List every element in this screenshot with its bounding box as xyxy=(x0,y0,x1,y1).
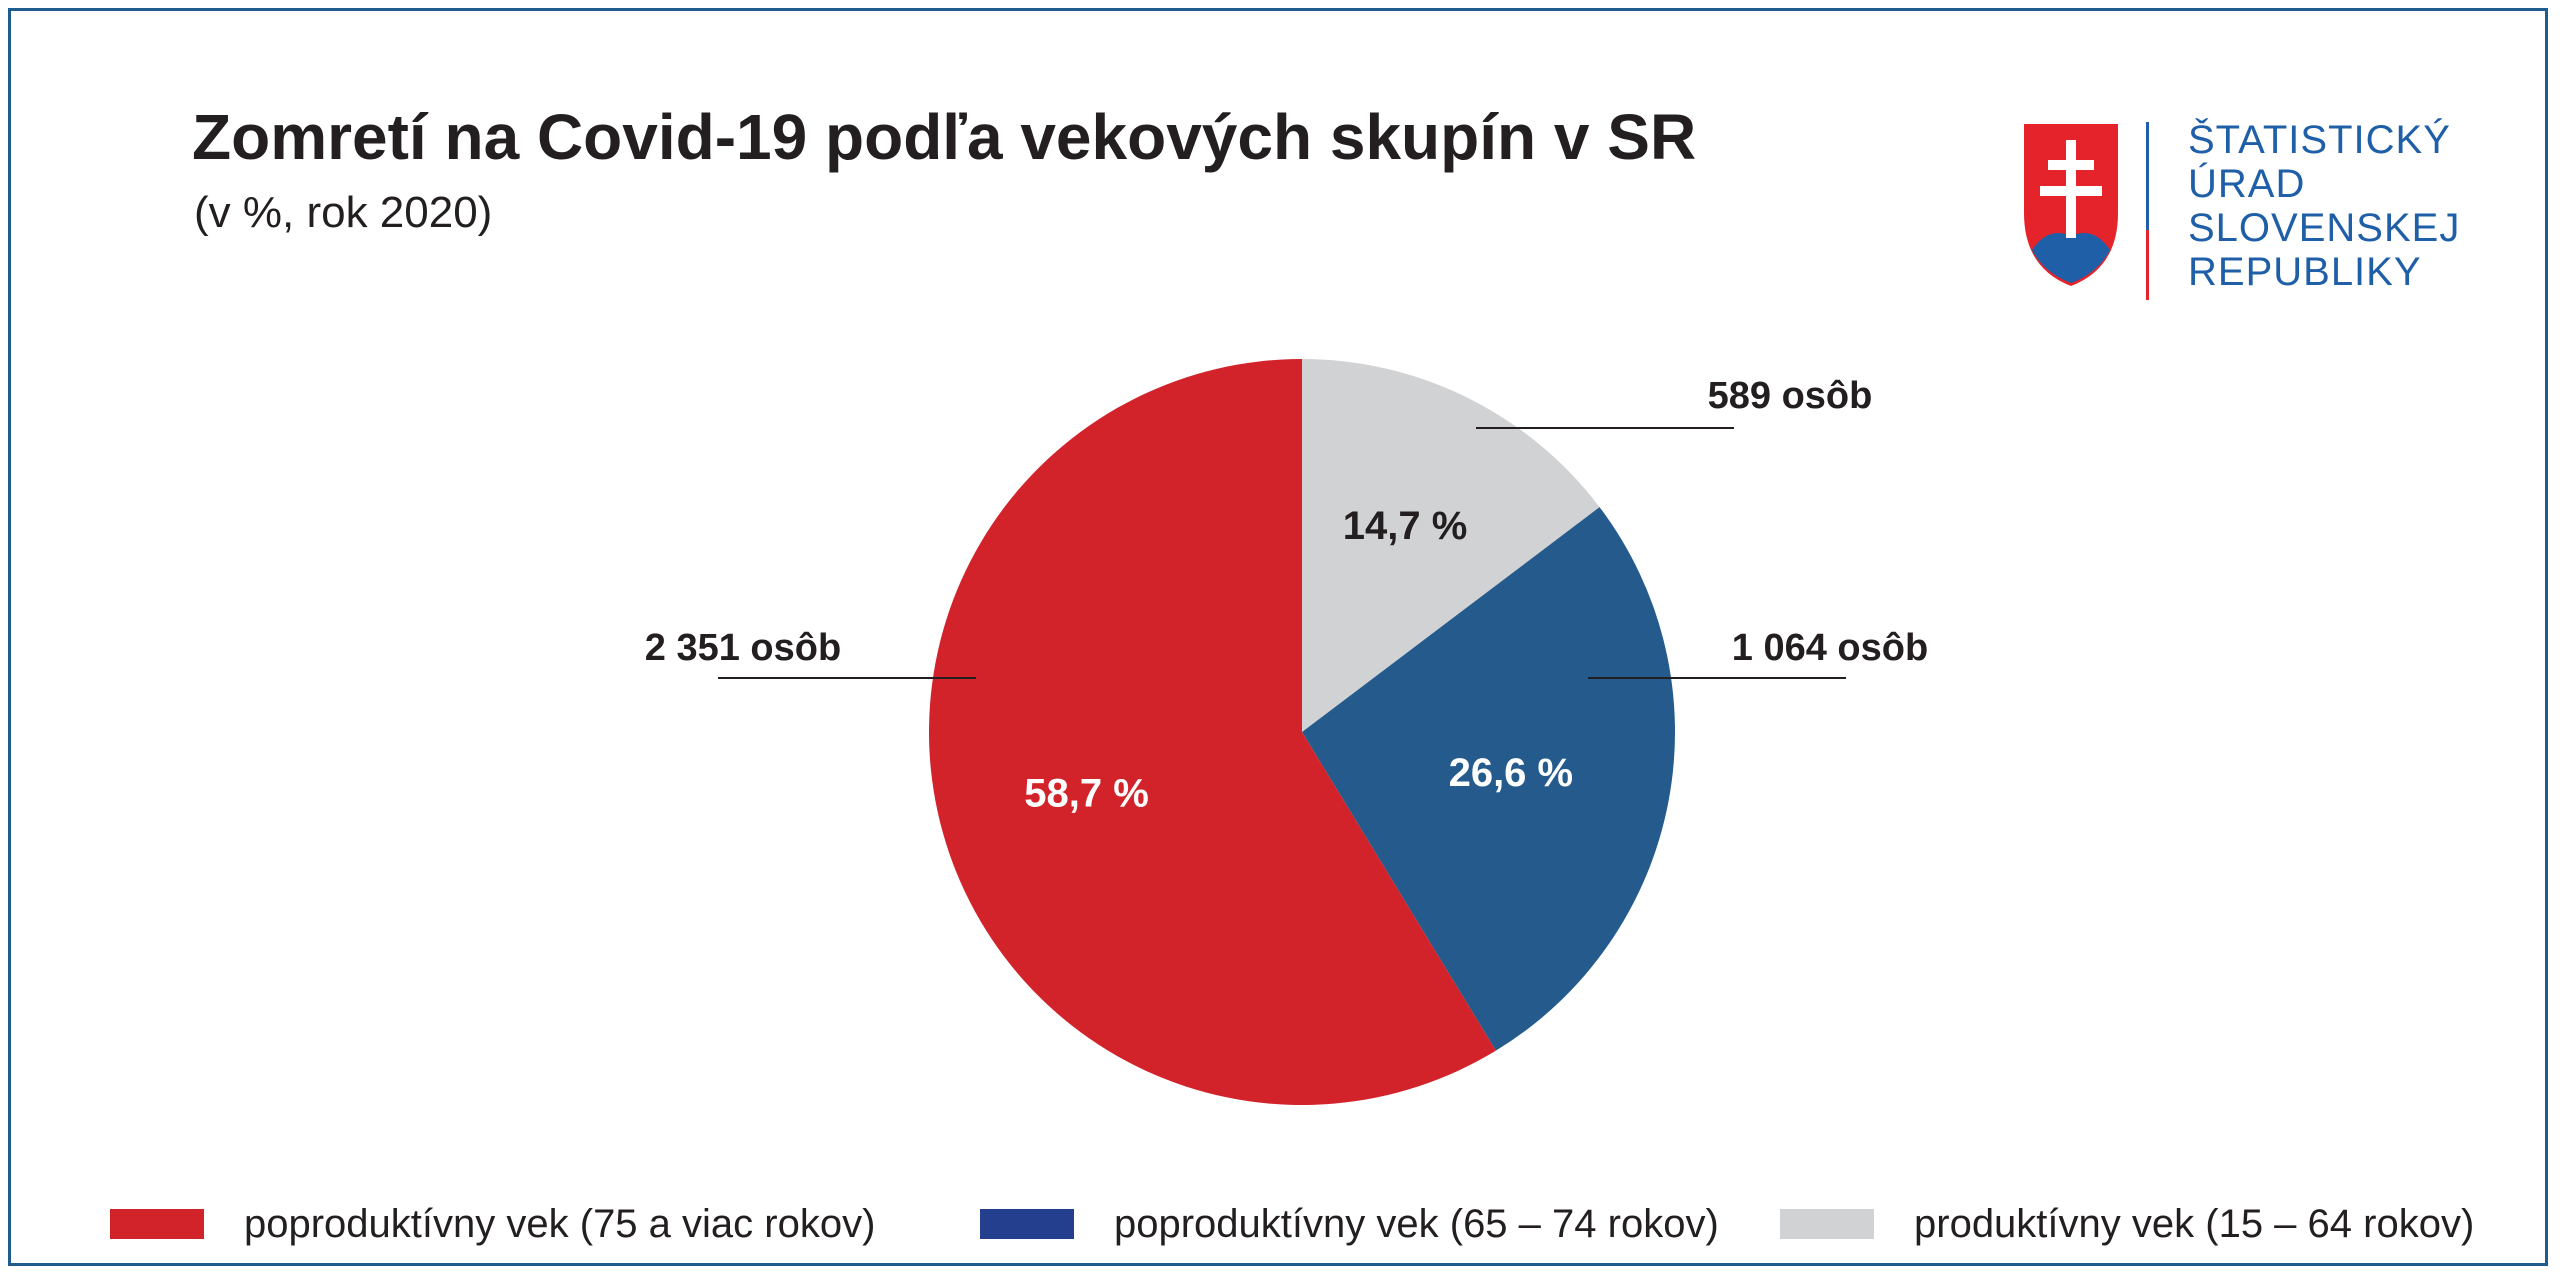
legend-label: poproduktívny vek (75 a viac rokov) xyxy=(244,1201,876,1246)
legend-swatch xyxy=(980,1209,1074,1239)
logo-line-3: SLOVENSKEJ xyxy=(2188,206,2461,250)
slovak-coat-of-arms-icon xyxy=(2024,122,2149,300)
chart-frame xyxy=(8,8,2548,1266)
legend-swatch xyxy=(110,1209,204,1239)
slice-percent-label: 58,7 % xyxy=(1024,771,1149,815)
pie-slice-2 xyxy=(1302,507,1675,1051)
legend-label: poproduktívny vek (65 – 74 rokov) xyxy=(1114,1201,1719,1246)
legend-item: produktívny vek (15 – 64 rokov) xyxy=(1780,1196,2474,1252)
legend: poproduktívny vek (75 a viac rokov) popro… xyxy=(110,1196,2490,1256)
legend-label: produktívny vek (15 – 64 rokov) xyxy=(1914,1201,2475,1246)
legend-item: poproduktívny vek (75 a viac rokov) xyxy=(110,1196,875,1252)
legend-item: poproduktívny vek (65 – 74 rokov) xyxy=(980,1196,1719,1252)
chart-title: Zomretí na Covid-19 podľa vekových skupí… xyxy=(192,101,1697,173)
slice-count-label: 589 osôb xyxy=(1708,375,1873,417)
chart-subtitle: (v %, rok 2020) xyxy=(194,188,493,237)
logo-line-1: ŠTATISTICKÝ xyxy=(2188,118,2451,162)
logo-text: ŠTATISTICKÝ ÚRAD SLOVENSKEJ REPUBLIKY xyxy=(2188,118,2460,294)
pie-slice-1 xyxy=(1302,359,1600,732)
slice-percent-label: 26,6 % xyxy=(1449,751,1574,795)
slice-count-label: 1 064 osôb xyxy=(1732,627,1928,669)
legend-swatch xyxy=(1780,1209,1874,1239)
slice-percent-label: 14,7 % xyxy=(1343,504,1468,548)
slice-count-label: 2 351 osôb xyxy=(645,627,841,669)
logo-line-4: REPUBLIKY xyxy=(2188,250,2422,294)
statistical-office-logo: ŠTATISTICKÝ ÚRAD SLOVENSKEJ REPUBLIKY xyxy=(2018,118,2460,308)
logo-line-2: ÚRAD xyxy=(2188,162,2306,206)
pie-slice-3 xyxy=(929,359,1496,1105)
